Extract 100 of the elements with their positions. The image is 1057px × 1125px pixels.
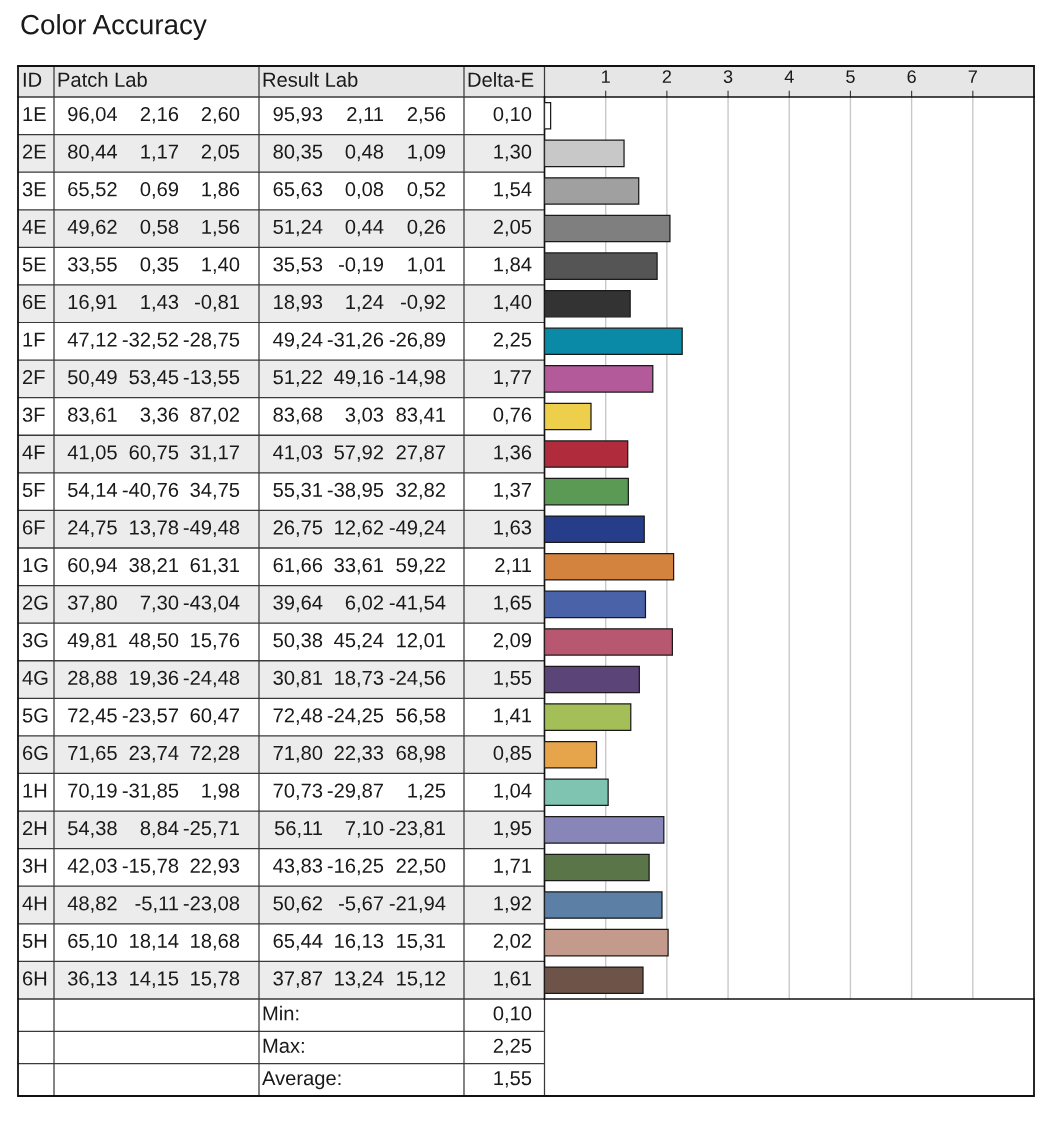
y-tick-label: 6G bbox=[23, 745, 48, 761]
y-tick-label: 4E bbox=[22, 219, 46, 234]
text: 47,12 bbox=[67, 332, 117, 350]
text: 50,38 bbox=[273, 633, 323, 650]
text: 83,41 bbox=[396, 407, 446, 425]
text: 87,02 bbox=[190, 407, 239, 425]
text: 49,81 bbox=[67, 633, 117, 650]
x2-tick-label: 2 bbox=[662, 70, 671, 83]
data-label: 0,85 bbox=[493, 745, 532, 763]
text: 13,24 bbox=[335, 971, 384, 988]
text: 3,03 bbox=[345, 407, 384, 425]
bar bbox=[544, 440, 629, 468]
text: 30,81 bbox=[273, 670, 323, 688]
bar bbox=[544, 177, 640, 205]
text: 71,80 bbox=[273, 745, 323, 763]
text: 70,19 bbox=[68, 783, 117, 801]
text: 68,98 bbox=[396, 745, 446, 763]
y-tick-label: 5H bbox=[22, 933, 47, 949]
data-label: 1,61 bbox=[494, 971, 532, 988]
text: 48,50 bbox=[129, 633, 179, 650]
text: 41,03 bbox=[273, 445, 323, 462]
text: 1,55 bbox=[494, 1071, 532, 1088]
text: -41,54 bbox=[389, 595, 446, 613]
text: 37,87 bbox=[273, 971, 322, 988]
text: 45,24 bbox=[334, 633, 384, 650]
text: 6,02 bbox=[345, 595, 383, 613]
text: 50,49 bbox=[68, 370, 117, 387]
text: 39,64 bbox=[273, 595, 323, 613]
text: Min: bbox=[263, 1005, 299, 1021]
text: 72,28 bbox=[190, 745, 240, 763]
text: 83,68 bbox=[273, 407, 323, 425]
text: 24,75 bbox=[68, 520, 117, 537]
y-tick-label: 3G bbox=[22, 633, 48, 648]
y-tick-label: 5E bbox=[22, 257, 46, 272]
bar bbox=[544, 740, 598, 769]
text: 12,62 bbox=[335, 520, 383, 537]
text: -5,67 bbox=[339, 896, 383, 913]
text: -16,25 bbox=[327, 858, 384, 876]
text: 33,61 bbox=[334, 557, 384, 575]
y-tick-label: 6F bbox=[23, 520, 45, 535]
text: 42,03 bbox=[67, 858, 117, 876]
x2-tick-label: 7 bbox=[968, 70, 977, 83]
text: 26,75 bbox=[273, 520, 323, 537]
data-label: 1,41 bbox=[494, 708, 532, 725]
bar bbox=[544, 553, 675, 581]
text: 43,83 bbox=[273, 858, 323, 876]
text: -49,24 bbox=[389, 520, 446, 537]
text: -21,94 bbox=[389, 896, 446, 913]
text: 61,66 bbox=[273, 557, 323, 575]
text: -5,11 bbox=[135, 896, 179, 913]
text: 0,26 bbox=[407, 219, 446, 237]
x2-tick-label: 3 bbox=[723, 70, 733, 84]
text: -0,81 bbox=[195, 294, 240, 312]
text: -0,19 bbox=[339, 257, 384, 274]
text: 7,30 bbox=[140, 595, 179, 613]
text: 61,31 bbox=[190, 557, 240, 575]
text: Max: bbox=[263, 1038, 304, 1053]
text: 0,48 bbox=[345, 144, 384, 162]
y-tick-label: 5F bbox=[22, 482, 45, 498]
text: 13,78 bbox=[130, 520, 179, 537]
data-label: 1,84 bbox=[494, 257, 532, 274]
text: 49,16 bbox=[334, 370, 384, 387]
text: 2,11 bbox=[347, 106, 384, 124]
text: Average: bbox=[262, 1071, 341, 1090]
data-label: 1,36 bbox=[494, 445, 532, 462]
y-tick-label: 2H bbox=[23, 821, 47, 836]
text: 2,60 bbox=[201, 106, 240, 124]
text: 3,36 bbox=[140, 407, 179, 425]
text: 41,05 bbox=[67, 445, 117, 462]
text: 0,52 bbox=[407, 182, 445, 199]
bar bbox=[544, 515, 645, 543]
bar bbox=[544, 327, 683, 356]
data-label: 2,11 bbox=[495, 557, 532, 575]
y-tick-label: 5G bbox=[22, 708, 48, 723]
text: 2,16 bbox=[140, 106, 179, 124]
text: Color Accuracy bbox=[21, 14, 207, 40]
text: -14,98 bbox=[389, 370, 446, 387]
text: Result Lab bbox=[263, 72, 358, 87]
y-tick-label: 2F bbox=[23, 370, 45, 385]
bar bbox=[544, 214, 671, 243]
text: 53,45 bbox=[129, 370, 179, 387]
text: 18,68 bbox=[191, 933, 240, 951]
text: Patch Lab bbox=[58, 72, 147, 87]
data-label: 2,25 bbox=[493, 332, 532, 350]
data-label: 1,54 bbox=[494, 182, 532, 199]
text: 55,31 bbox=[273, 482, 323, 500]
text: -15,78 bbox=[122, 858, 179, 876]
text: 0,58 bbox=[140, 219, 179, 237]
data-label: 2,05 bbox=[493, 219, 532, 237]
data-label: 1,37 bbox=[494, 482, 531, 500]
data-label: 1,04 bbox=[494, 783, 532, 801]
text: 60,94 bbox=[68, 557, 118, 575]
y-tick-label: 1H bbox=[23, 783, 47, 798]
text: 71,65 bbox=[68, 745, 117, 763]
text: 0,10 bbox=[493, 1006, 532, 1023]
x2-tick-label: 6 bbox=[907, 70, 916, 84]
text: 19,36 bbox=[130, 670, 179, 688]
y-tick-label: 3E bbox=[22, 182, 46, 197]
y-tick-label: 2E bbox=[23, 144, 46, 159]
text: 23,74 bbox=[129, 745, 179, 763]
